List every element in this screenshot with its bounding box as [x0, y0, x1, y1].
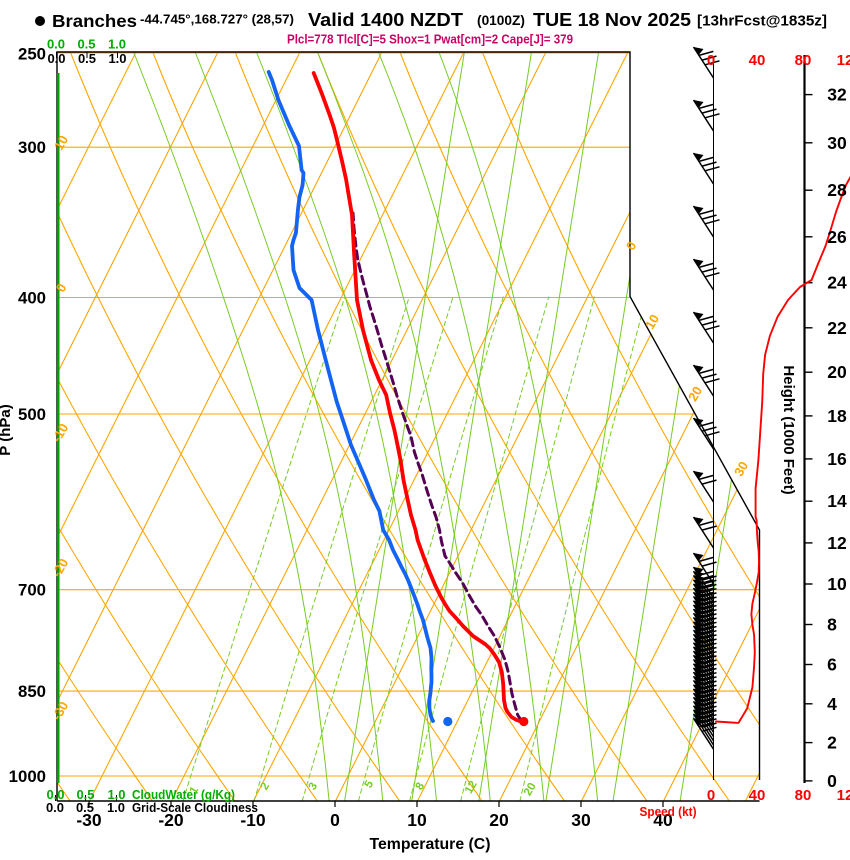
svg-text:14: 14 [827, 491, 847, 511]
svg-text:2: 2 [259, 781, 273, 793]
svg-text:10: 10 [407, 810, 427, 830]
svg-text:0.5: 0.5 [76, 787, 94, 802]
svg-text:28: 28 [827, 180, 847, 200]
svg-text:[13hrFcst@1835z]: [13hrFcst@1835z] [697, 13, 827, 30]
svg-text:80: 80 [795, 52, 812, 69]
svg-text:40: 40 [653, 810, 673, 830]
svg-text:500: 500 [18, 405, 46, 424]
svg-text:30: 30 [827, 133, 847, 153]
svg-text:1.0: 1.0 [108, 51, 126, 66]
svg-text:1000: 1000 [9, 767, 46, 786]
svg-text:0.0: 0.0 [47, 51, 65, 66]
svg-text:1.0: 1.0 [108, 37, 126, 52]
svg-text:18: 18 [827, 406, 847, 426]
svg-text:0.0: 0.0 [46, 787, 64, 802]
svg-text:1.0: 1.0 [107, 800, 125, 815]
svg-text:26: 26 [827, 227, 847, 247]
svg-text:Speed (kt): Speed (kt) [640, 804, 697, 819]
svg-text:850: 850 [18, 682, 46, 701]
svg-text:20: 20 [685, 384, 705, 404]
svg-text:30: 30 [731, 459, 751, 479]
svg-text:-30: -30 [76, 810, 102, 830]
svg-text:P (hPa): P (hPa) [0, 404, 14, 455]
svg-text:(0100Z): (0100Z) [477, 13, 525, 28]
svg-text:CloudWater (g/Kg): CloudWater (g/Kg) [132, 787, 235, 802]
svg-text:Grid-Scale Cloudiness: Grid-Scale Cloudiness [132, 800, 258, 815]
svg-text:0.0: 0.0 [46, 800, 64, 815]
svg-text:Valid 1400 NZDT: Valid 1400 NZDT [308, 9, 464, 30]
svg-text:12: 12 [837, 787, 850, 804]
svg-text:10: 10 [51, 133, 71, 153]
svg-text:24: 24 [827, 273, 847, 293]
svg-text:1.0: 1.0 [107, 787, 125, 802]
svg-text:10: 10 [642, 312, 662, 332]
svg-text:12: 12 [827, 533, 847, 553]
svg-text:4: 4 [827, 694, 837, 714]
svg-text:0.5: 0.5 [78, 51, 96, 66]
svg-text:12: 12 [837, 52, 850, 69]
svg-text:Plcl=778 Tlcl[C]=5 Shox=1 Pwat: Plcl=778 Tlcl[C]=5 Shox=1 Pwat[cm]=2 Cap… [287, 32, 573, 47]
svg-text:22: 22 [827, 318, 847, 338]
svg-text:12: 12 [463, 779, 480, 796]
svg-text:10: 10 [827, 574, 847, 594]
svg-text:20: 20 [522, 781, 539, 798]
svg-text:Branches: Branches [52, 11, 137, 31]
svg-text:Height (1000 Feet): Height (1000 Feet) [780, 365, 797, 494]
svg-text:20: 20 [489, 810, 509, 830]
svg-text:-44.745°,168.727° (28,57): -44.745°,168.727° (28,57) [140, 12, 294, 27]
svg-text:400: 400 [18, 289, 46, 308]
svg-text:40: 40 [749, 52, 766, 69]
svg-text:80: 80 [795, 787, 812, 804]
svg-text:0: 0 [330, 810, 340, 830]
svg-text:0: 0 [707, 52, 715, 69]
svg-text:-20: -20 [158, 810, 184, 830]
svg-text:TUE 18 Nov 2025: TUE 18 Nov 2025 [533, 9, 691, 30]
svg-text:0: 0 [827, 771, 837, 791]
svg-text:Temperature (C): Temperature (C) [370, 836, 491, 853]
svg-text:16: 16 [827, 449, 847, 469]
svg-text:0.5: 0.5 [77, 37, 95, 52]
svg-text:0.0: 0.0 [47, 37, 65, 52]
svg-text:32: 32 [827, 85, 847, 105]
svg-text:20: 20 [827, 362, 847, 382]
svg-text:3: 3 [307, 781, 321, 793]
svg-text:0: 0 [707, 787, 715, 804]
svg-text:0.5: 0.5 [76, 800, 94, 815]
svg-text:2: 2 [827, 733, 837, 753]
svg-text:700: 700 [18, 581, 46, 600]
svg-text:30: 30 [571, 810, 591, 830]
svg-text:8: 8 [827, 615, 837, 635]
svg-text:300: 300 [18, 138, 46, 157]
svg-text:250: 250 [18, 45, 46, 64]
svg-text:-10: -10 [240, 810, 266, 830]
svg-text:40: 40 [749, 787, 766, 804]
svg-text:6: 6 [827, 655, 837, 675]
